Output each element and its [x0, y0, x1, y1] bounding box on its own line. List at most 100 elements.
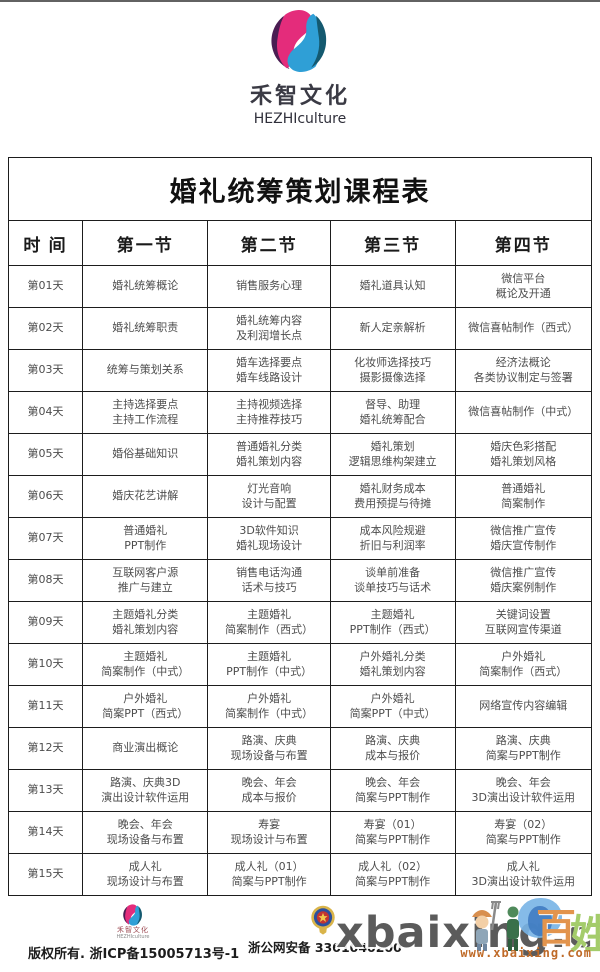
course-cell-line: PPT制作 — [124, 538, 167, 552]
table-row: 第15天 成人礼 现场设计与布置 成人礼（01） 简案与PPT制作 成人礼（02） 简案与P… — [7, 853, 593, 896]
course-table: 婚礼统筹策划课程表 时 间 第一节 第二节 第三节 第四节 第01天 婚礼统筹概论… — [7, 157, 593, 896]
course-cell-line: 微信喜帖制作（西式） — [468, 321, 579, 335]
course-cell-line: 费用预提与待摊 — [354, 496, 432, 510]
course-cell-line: 现场设备与布置 — [106, 832, 184, 846]
course-cell: 户外婚礼 简案制作（西式） — [454, 643, 593, 686]
table-header-row: 时 间 第一节 第二节 第三节 第四节 — [7, 220, 593, 266]
course-cell-line: 微信推广宣传 — [490, 523, 557, 537]
course-cell: 主题婚礼 PPT制作（中式） — [207, 643, 331, 686]
course-cell-line: 寿宴（02） — [494, 817, 553, 831]
course-cell-line: 各类协议制定与签署 — [473, 370, 573, 384]
course-cell: 户外婚礼 简案PPT（西式） — [82, 685, 209, 728]
course-cell: 主持选择要点 主持工作流程 — [82, 391, 209, 434]
course-cell-line: 婚礼策划内容 — [236, 454, 303, 468]
course-cell: 灯光音响 设计与配置 — [207, 475, 331, 518]
course-cell-line: 晚会、年会 — [117, 817, 173, 831]
course-cell-line: 简案制作（中式） — [101, 664, 190, 678]
course-cell-line: 演出设计软件运用 — [101, 790, 190, 804]
course-cell-line: 简案PPT（中式） — [349, 706, 436, 720]
course-cell-line: 晚会、年会 — [495, 775, 551, 789]
course-cell-line: 微信推广宣传 — [490, 565, 557, 579]
course-cell-line: 主题婚礼 — [123, 649, 168, 663]
course-cell-line: 主题婚礼分类 — [112, 607, 179, 621]
course-cell-line: 3D演出设计软件运用 — [471, 790, 575, 804]
course-cell-line: 逻辑思维构架建立 — [348, 454, 437, 468]
course-cell: 微信平台 概论及开通 — [454, 265, 593, 308]
course-cell-line: 主持工作流程 — [112, 412, 179, 426]
course-cell-line: 路演、庆典 — [241, 733, 297, 747]
course-cell-line: 互联网客户源 — [112, 565, 179, 579]
course-cell: 婚礼财务成本 费用预提与待摊 — [329, 475, 456, 518]
course-cell-line: 婚庆案例制作 — [490, 580, 557, 594]
course-cell-line: 及利润增长点 — [236, 328, 303, 342]
course-cell-line: 主持视频选择 — [236, 397, 303, 411]
course-cell-line: 谈单前准备 — [365, 565, 421, 579]
course-cell-line: PPT制作（西式） — [349, 622, 436, 636]
table-row: 第05天 婚俗基础知识 普通婚礼分类 婚礼策划内容 婚礼策划 逻辑思维构架建立 婚庆色彩搭配… — [7, 433, 593, 476]
course-cell: 路演、庆典3D 演出设计软件运用 — [82, 769, 209, 812]
course-cell: 商业演出概论 — [82, 727, 209, 770]
course-cell-line: 现场设备与布置 — [230, 748, 308, 762]
course-cell-line: 现场设计与布置 — [106, 874, 184, 888]
course-cell: 微信推广宣传 婚庆案例制作 — [454, 559, 593, 602]
table-row: 第11天 户外婚礼 简案PPT（西式） 户外婚礼 简案制作（中式） 户外婚礼 简案PPT（中… — [7, 685, 593, 728]
course-cell-line: 婚车选择要点 — [236, 355, 303, 369]
course-cell: 化妆师选择技巧 摄影摄像选择 — [329, 349, 456, 392]
course-cell-line: 婚礼统筹配合 — [359, 412, 426, 426]
course-cell: 户外婚礼 简案PPT（中式） — [329, 685, 456, 728]
course-cell: 晚会、年会 现场设备与布置 — [82, 811, 209, 854]
course-cell-line: 谈单技巧与话术 — [354, 580, 432, 594]
course-cell-line: 主持推荐技巧 — [236, 412, 303, 426]
day-cell: 第03天 — [7, 349, 84, 392]
course-cell: 婚礼策划 逻辑思维构架建立 — [329, 433, 456, 476]
course-cell: 关键词设置 互联网宣传渠道 — [454, 601, 593, 644]
course-cell-line: 婚庆色彩搭配 — [490, 439, 557, 453]
course-cell-line: 灯光音响 — [247, 481, 292, 495]
course-cell-line: 简案制作 — [501, 496, 546, 510]
mascot-icon — [528, 906, 552, 936]
course-cell-line: 婚礼财务成本 — [359, 481, 426, 495]
course-cell-line: 设计与配置 — [241, 496, 297, 510]
table-row: 第14天 晚会、年会 现场设备与布置 寿宴 现场设计与布置 寿宴（01） 简案与PPT制作寿… — [7, 811, 593, 854]
day-cell: 第07天 — [7, 517, 84, 560]
course-cell-line: 主题婚礼 — [247, 607, 292, 621]
course-cell-line: 婚礼策划内容 — [359, 664, 426, 678]
course-cell-line: 3D演出设计软件运用 — [471, 874, 575, 888]
course-table-body: 第01天 婚礼统筹概论 销售服务心理 婚礼道具认知 微信平台 概论及开通 第02天 婚礼统筹职… — [7, 265, 593, 896]
course-cell-line: 简案与PPT制作 — [355, 874, 431, 888]
course-cell-line: 主持选择要点 — [112, 397, 179, 411]
brand-header: 禾智文化 HEZHIculture — [0, 6, 600, 127]
course-cell: 婚庆花艺讲解 — [82, 475, 209, 518]
course-cell-line: 简案与PPT制作 — [355, 832, 431, 846]
course-cell: 寿宴（01） 简案与PPT制作 — [329, 811, 456, 854]
course-cell: 销售电话沟通 话术与技巧 — [207, 559, 331, 602]
copyright-block: 禾智文化 HEZHIculture 版权所有. 浙ICP备15005713号-1 — [28, 903, 239, 962]
course-cell: 寿宴（02） 简案与PPT制作 — [454, 811, 593, 854]
course-cell: 成人礼（01） 简案与PPT制作 — [207, 853, 331, 896]
course-cell-line: 户外婚礼 — [501, 649, 546, 663]
course-cell-line: 统筹与策划关系 — [106, 363, 184, 377]
course-cell-line: 概论及开通 — [495, 286, 551, 300]
course-cell-line: 化妆师选择技巧 — [354, 355, 432, 369]
course-cell-line: 简案与PPT制作 — [485, 748, 561, 762]
day-cell: 第04天 — [7, 391, 84, 434]
course-cell: 婚礼统筹概论 — [82, 265, 209, 308]
course-cell-line: 婚礼统筹内容 — [236, 313, 303, 327]
course-cell: 晚会、年会 3D演出设计软件运用 — [454, 769, 593, 812]
course-cell-line: 简案与PPT制作 — [485, 832, 561, 846]
farmer-mascot-icon — [472, 901, 501, 951]
course-cell-line: 寿宴 — [258, 817, 281, 831]
course-cell: 晚会、年会 简案与PPT制作 — [329, 769, 456, 812]
table-row: 第13天 路演、庆典3D 演出设计软件运用 晚会、年会 成本与报价 晚会、年会 简案与PPT… — [7, 769, 593, 812]
course-cell-line: 婚礼道具认知 — [359, 279, 426, 293]
course-cell-line: 路演、庆典 — [365, 733, 421, 747]
course-cell: 成人礼 3D演出设计软件运用 — [454, 853, 593, 896]
course-cell-line: 现场设计与布置 — [230, 832, 308, 846]
police-record-block: 浙公网安备 3301040200 — [248, 905, 428, 956]
course-cell-line: 简案PPT（西式） — [102, 706, 189, 720]
course-cell-line: 成本风险规避 — [359, 523, 426, 537]
course-cell-line: 晚会、年会 — [241, 775, 297, 789]
course-cell: 路演、庆典 成本与报价 — [329, 727, 456, 770]
course-cell: 督导、助理 婚礼统筹配合 — [329, 391, 456, 434]
